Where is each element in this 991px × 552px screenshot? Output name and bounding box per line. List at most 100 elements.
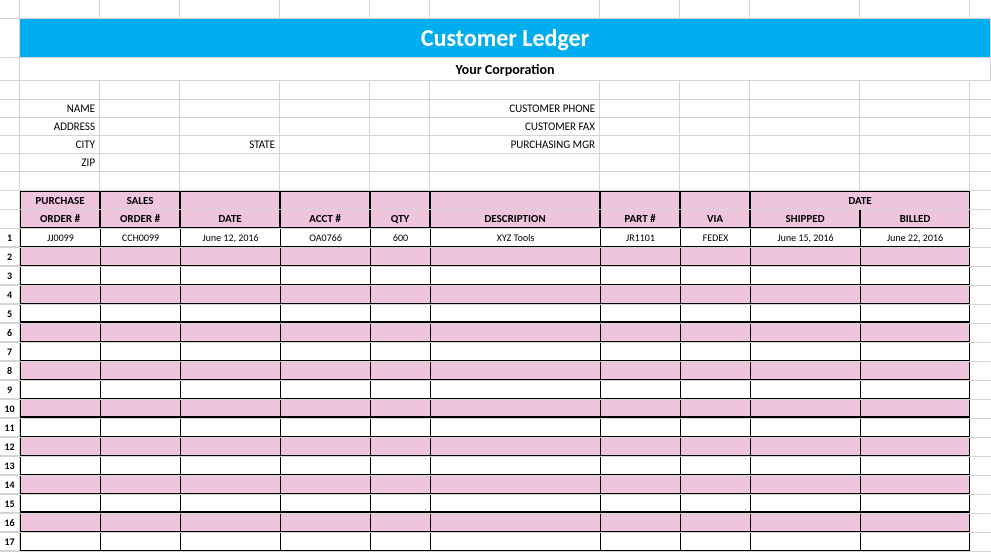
empty-cell[interactable] bbox=[860, 118, 970, 135]
cell-via[interactable] bbox=[680, 267, 750, 285]
empty-cell[interactable] bbox=[370, 81, 430, 99]
cell-po[interactable] bbox=[20, 381, 100, 399]
cell-desc[interactable] bbox=[430, 476, 600, 494]
cell-qty[interactable] bbox=[370, 362, 430, 380]
empty-cell[interactable] bbox=[430, 81, 600, 99]
cell-so[interactable] bbox=[100, 476, 180, 494]
cell-billed[interactable] bbox=[860, 533, 970, 551]
hdr-qty[interactable]: QTY bbox=[370, 210, 430, 228]
cell-shipped[interactable] bbox=[750, 305, 860, 323]
cell-po[interactable] bbox=[20, 419, 100, 437]
cell-acct[interactable] bbox=[280, 343, 370, 361]
empty-cell[interactable] bbox=[280, 0, 370, 18]
cell-acct[interactable] bbox=[280, 324, 370, 342]
cell-shipped[interactable] bbox=[750, 533, 860, 551]
cell-desc[interactable] bbox=[430, 267, 600, 285]
cell-po[interactable] bbox=[20, 324, 100, 342]
empty-cell[interactable] bbox=[180, 100, 280, 117]
cell-so[interactable] bbox=[100, 495, 180, 513]
empty-cell[interactable] bbox=[180, 81, 280, 99]
empty-cell[interactable] bbox=[750, 118, 860, 135]
cell-so[interactable] bbox=[100, 381, 180, 399]
cell-acct[interactable] bbox=[280, 533, 370, 551]
empty-cell[interactable] bbox=[860, 0, 970, 18]
cell-via[interactable] bbox=[680, 286, 750, 304]
cell-qty[interactable] bbox=[370, 343, 430, 361]
empty-cell[interactable] bbox=[680, 118, 750, 135]
cell-part[interactable] bbox=[600, 305, 680, 323]
cell-part[interactable] bbox=[600, 343, 680, 361]
cell-part[interactable] bbox=[600, 362, 680, 380]
cell-date[interactable] bbox=[180, 457, 280, 475]
cell-date[interactable] bbox=[180, 381, 280, 399]
empty-cell[interactable] bbox=[20, 172, 100, 190]
empty-cell[interactable] bbox=[680, 172, 750, 190]
cell-shipped[interactable] bbox=[750, 248, 860, 266]
hdr-qty-blank[interactable] bbox=[370, 191, 430, 209]
empty-cell[interactable] bbox=[370, 0, 430, 18]
empty-cell[interactable] bbox=[280, 100, 370, 117]
cell-so[interactable] bbox=[100, 305, 180, 323]
cell-date[interactable] bbox=[180, 400, 280, 418]
cell-so[interactable] bbox=[100, 457, 180, 475]
hdr-acct[interactable]: ACCT # bbox=[280, 210, 370, 228]
cell-qty[interactable] bbox=[370, 286, 430, 304]
empty-cell[interactable] bbox=[430, 0, 600, 18]
cell-billed[interactable] bbox=[860, 381, 970, 399]
banner-title[interactable]: Customer Ledger bbox=[20, 19, 991, 57]
cell-so[interactable] bbox=[100, 343, 180, 361]
cell-so[interactable] bbox=[100, 248, 180, 266]
empty-cell[interactable] bbox=[370, 118, 430, 135]
cell-via[interactable] bbox=[680, 476, 750, 494]
cell-shipped[interactable] bbox=[750, 324, 860, 342]
empty-cell[interactable] bbox=[600, 172, 680, 190]
cell-po[interactable] bbox=[20, 267, 100, 285]
cell-shipped[interactable]: June 15, 2016 bbox=[750, 229, 860, 247]
cell-po[interactable] bbox=[20, 305, 100, 323]
empty-cell[interactable] bbox=[430, 172, 600, 190]
cell-shipped[interactable] bbox=[750, 381, 860, 399]
cell-via[interactable] bbox=[680, 324, 750, 342]
cell-po[interactable] bbox=[20, 457, 100, 475]
cell-po[interactable] bbox=[20, 400, 100, 418]
label-address[interactable]: ADDRESS bbox=[20, 118, 100, 135]
empty-cell[interactable] bbox=[180, 118, 280, 135]
cell-via[interactable] bbox=[680, 457, 750, 475]
empty-cell[interactable] bbox=[750, 172, 860, 190]
cell-qty[interactable] bbox=[370, 248, 430, 266]
empty-cell[interactable] bbox=[370, 172, 430, 190]
cell-shipped[interactable] bbox=[750, 457, 860, 475]
cell-part[interactable]: JR1101 bbox=[600, 229, 680, 247]
cell-qty[interactable] bbox=[370, 305, 430, 323]
hdr-desc-blank[interactable] bbox=[430, 191, 600, 209]
empty-cell[interactable] bbox=[180, 0, 280, 18]
cell-acct[interactable] bbox=[280, 305, 370, 323]
empty-cell[interactable] bbox=[600, 0, 680, 18]
cell-so[interactable] bbox=[100, 286, 180, 304]
cell-date[interactable] bbox=[180, 495, 280, 513]
cell-date[interactable] bbox=[180, 305, 280, 323]
cell-date[interactable] bbox=[180, 362, 280, 380]
cell-via[interactable]: FEDEX bbox=[680, 229, 750, 247]
hdr-acct-blank[interactable] bbox=[280, 191, 370, 209]
cell-po[interactable] bbox=[20, 533, 100, 551]
cell-desc[interactable] bbox=[430, 495, 600, 513]
empty-cell[interactable] bbox=[20, 81, 100, 99]
cell-po[interactable] bbox=[20, 476, 100, 494]
cell-via[interactable] bbox=[680, 343, 750, 361]
hdr-via[interactable]: VIA bbox=[680, 210, 750, 228]
cell-po[interactable] bbox=[20, 362, 100, 380]
empty-cell[interactable] bbox=[680, 154, 750, 171]
cell-billed[interactable] bbox=[860, 305, 970, 323]
cell-part[interactable] bbox=[600, 438, 680, 456]
cell-so[interactable] bbox=[100, 362, 180, 380]
cell-desc[interactable] bbox=[430, 381, 600, 399]
cell-billed[interactable] bbox=[860, 438, 970, 456]
cell-desc[interactable]: XYZ Tools bbox=[430, 229, 600, 247]
cell-so[interactable] bbox=[100, 438, 180, 456]
cell-so[interactable] bbox=[100, 400, 180, 418]
cell-qty[interactable] bbox=[370, 438, 430, 456]
cell-billed[interactable] bbox=[860, 248, 970, 266]
cell-date[interactable] bbox=[180, 476, 280, 494]
cell-desc[interactable] bbox=[430, 419, 600, 437]
